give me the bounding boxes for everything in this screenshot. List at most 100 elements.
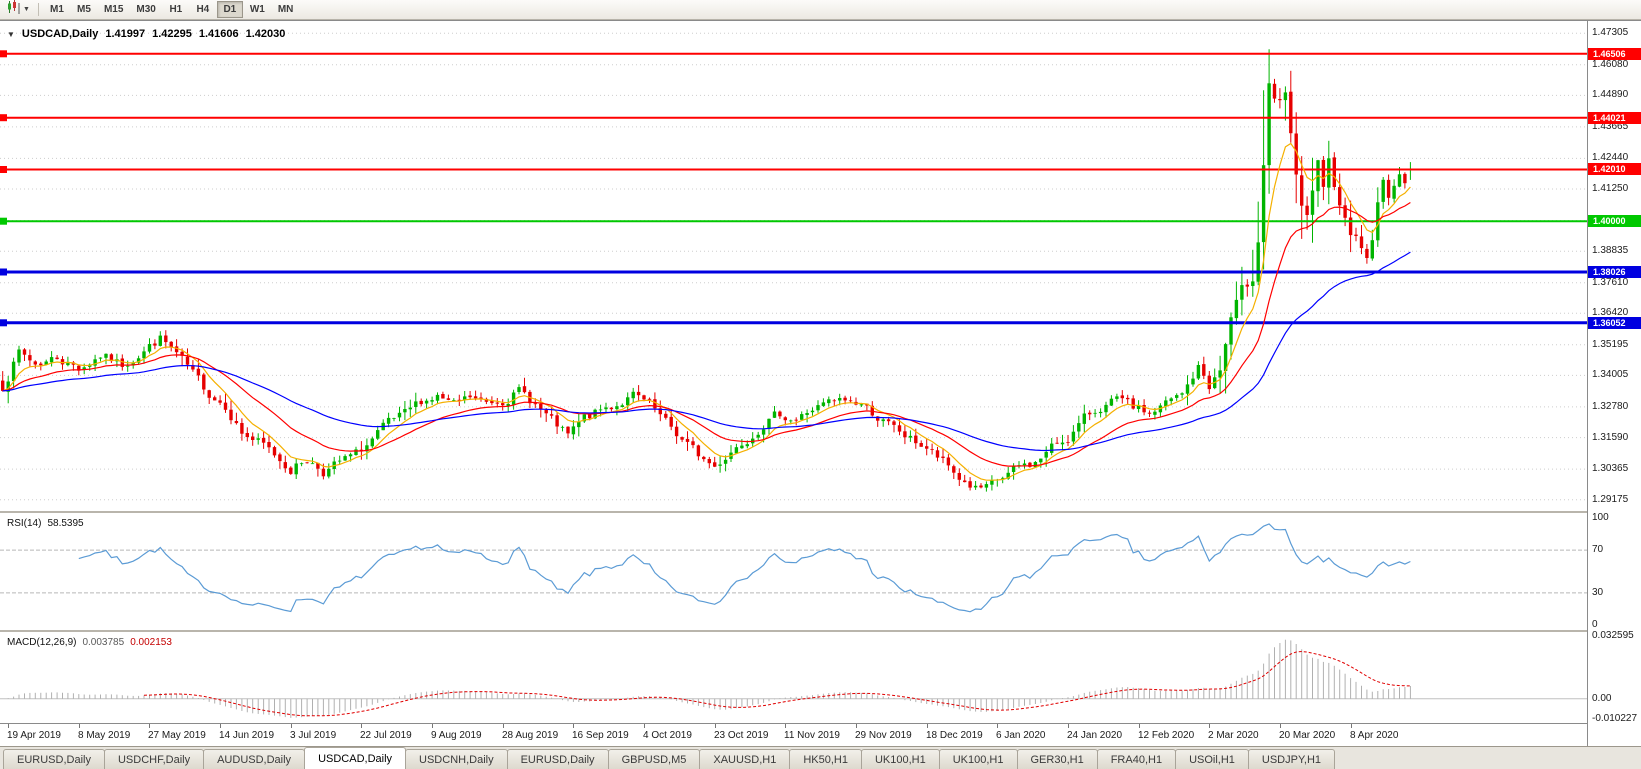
charts-menu-button[interactable]: ▼ [4,0,33,19]
chart-tab-xauusd-h1[interactable]: XAUUSD,H1 [699,749,791,769]
time-tick [1209,724,1210,728]
period-button-m5[interactable]: M5 [76,4,91,15]
time-axis-label: 24 Jan 2020 [1067,730,1123,741]
rsi-line [78,523,1411,613]
time-axis-label: 18 Dec 2019 [926,730,983,741]
time-axis-label: 4 Oct 2019 [643,730,692,741]
time-tick [503,724,504,728]
time-tick [785,724,786,728]
hline-price-tag[interactable]: 1.46506 [1588,48,1641,60]
chart-tab-usdcnh-daily[interactable]: USDCNH,Daily [405,749,508,769]
chart-tab-uk100-h1[interactable]: UK100,H1 [938,749,1018,769]
rsi-name: RSI(14) [7,518,42,529]
macd-indicator-label[interactable]: MACD(12,26,9) 0.003785 0.002153 [7,637,172,648]
ma-layer [2,142,1411,481]
time-axis-label: 20 Mar 2020 [1279,730,1336,741]
hline-price-tag[interactable]: 1.40000 [1588,215,1641,227]
macd-chart-svg[interactable] [0,632,1587,723]
period-button-m15[interactable]: M15 [103,4,124,15]
time-axis-label: 19 Apr 2019 [7,730,61,741]
macd-histogram [7,639,1411,718]
time-axis-label: 29 Nov 2019 [855,730,912,741]
price-axis-label: 1.44890 [1592,89,1629,101]
time-axis[interactable]: 19 Apr 2019 8 May 2019 27 May 2019 14 Jun 2… [0,723,1587,747]
chart-tab-eurusd-daily[interactable]: EURUSD,Daily [3,749,105,769]
rsi-axis-label: 0 [1592,619,1598,630]
chart-tab-fra40-h1[interactable]: FRA40,H1 [1096,749,1177,769]
time-tick [1351,724,1352,728]
price-axis-label: 1.42440 [1592,152,1629,164]
chart-tab-hk50-h1[interactable]: HK50,H1 [789,749,862,769]
price-axis-label: 1.34005 [1592,369,1629,381]
collapse-triangle-icon[interactable]: ▼ [7,29,15,39]
period-button-w1[interactable]: W1 [249,4,265,15]
price-axis-label: 1.32780 [1592,400,1629,412]
price-axis-label: 1.46080 [1592,58,1629,70]
time-tick [644,724,645,728]
grid-layer [0,32,1587,501]
chart-tab-usdchf-daily[interactable]: USDCHF,Daily [103,749,205,769]
price-chart-svg[interactable] [0,21,1587,511]
rsi-chart-svg[interactable] [0,513,1587,630]
rsi-pane[interactable] [0,513,1587,630]
rsi-axis-label: 100 [1592,512,1609,523]
time-axis-label: 14 Jun 2019 [219,730,275,741]
ohlc-open: 1.41997 [105,28,146,40]
time-tick [79,724,80,728]
time-axis-label: 12 Feb 2020 [1138,730,1195,741]
chart-tab-usdcad-daily[interactable]: USDCAD,Daily [304,747,407,769]
chart-symbol: USDCAD,Daily [21,28,99,40]
macd-axis-label: 0.00 [1592,692,1612,704]
time-tick [432,724,433,728]
period-button-d1[interactable]: D1 [216,1,243,18]
time-axis-label: 2 Mar 2020 [1208,730,1259,741]
main-price-pane[interactable] [0,21,1587,511]
hline-price-tag[interactable]: 1.38026 [1588,266,1641,278]
period-button-m30[interactable]: M30 [136,4,156,15]
ohlc-close: 1.42030 [245,28,286,40]
time-axis-label: 8 May 2019 [78,730,131,741]
time-axis-label: 27 May 2019 [148,730,206,741]
period-buttons-group: M1 M5 M15 M30 H1 H4 D1 W1 MN [44,1,299,18]
macd-pane[interactable] [0,632,1587,723]
period-button-h4[interactable]: H4 [196,4,210,15]
price-axis-label: 1.35195 [1592,338,1629,350]
chart-tab-uk100-h1[interactable]: UK100,H1 [860,749,940,769]
rsi-indicator-label[interactable]: RSI(14) 58.5395 [7,518,84,529]
pane-splitter[interactable] [0,511,1641,513]
chart-tab-audusd-daily[interactable]: AUDUSD,Daily [203,749,306,769]
price-axis-label: 1.47305 [1592,27,1629,39]
period-button-mn[interactable]: MN [277,4,294,15]
time-tick [856,724,857,728]
time-axis-label: 9 Aug 2019 [431,730,482,741]
chart-tab-usdjpy-h1[interactable]: USDJPY,H1 [1247,749,1336,769]
hline-price-tag[interactable]: 1.44021 [1588,112,1641,124]
period-button-h1[interactable]: H1 [169,4,183,15]
time-tick [8,724,9,728]
time-tick [220,724,221,728]
macd-name: MACD(12,26,9) [7,637,77,648]
macd-main-value: 0.003785 [82,637,125,648]
time-axis-label: 6 Jan 2020 [996,730,1046,741]
price-axis-label: 1.38835 [1592,245,1629,257]
time-tick [573,724,574,728]
chart-tab-gbpusd-m5[interactable]: GBPUSD,M5 [607,749,701,769]
candles-layer [1,49,1413,492]
time-tick [149,724,150,728]
chart-tab-usoil-h1[interactable]: USOil,H1 [1175,749,1249,769]
pane-splitter[interactable] [0,630,1641,632]
time-axis-label: 16 Sep 2019 [572,730,629,741]
chart-tab-eurusd-daily[interactable]: EURUSD,Daily [506,749,609,769]
time-tick [715,724,716,728]
ohlc-low: 1.41606 [198,28,239,40]
period-button-m1[interactable]: M1 [49,4,64,15]
hlines-layer[interactable] [0,50,1587,327]
time-tick [927,724,928,728]
price-scale[interactable]: 1.47305 1.46080 1.44890 1.43665 1.42440 1.412… [1587,21,1641,747]
price-axis-label: 1.43665 [1592,120,1629,132]
hline-price-tag[interactable]: 1.42010 [1588,163,1641,175]
chart-tab-ger30-h1[interactable]: GER30,H1 [1016,749,1098,769]
chart-window: 19 Apr 2019 8 May 2019 27 May 2019 14 Jun 2… [0,20,1641,747]
hline-price-tag[interactable]: 1.36052 [1588,317,1641,329]
time-tick [361,724,362,728]
